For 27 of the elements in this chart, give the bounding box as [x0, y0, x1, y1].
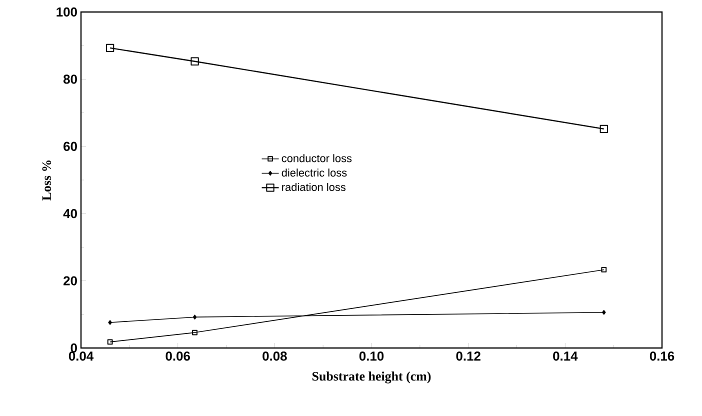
x-tick-label: 0.10 [359, 352, 384, 361]
x-tick-label: 0.12 [456, 352, 480, 361]
x-tick-label: 0.04 [68, 352, 94, 361]
point [106, 44, 114, 52]
x-tick-label: 0.06 [166, 352, 190, 361]
y-axis-title: Loss % [42, 160, 52, 200]
point [108, 320, 112, 325]
y-tick-label: 60 [64, 142, 77, 151]
x-tick-label: 0.16 [650, 352, 674, 361]
x-axis-title: Substrate height (cm) [312, 372, 431, 384]
point [192, 330, 198, 336]
legend-label: radiation loss [282, 182, 346, 192]
legend-label: dielectric loss [282, 168, 347, 177]
point [601, 267, 607, 272]
y-tick-label: 40 [63, 209, 77, 218]
y-tick-label: 80 [63, 74, 77, 84]
y-tick-label: 100 [56, 7, 77, 17]
point [107, 339, 113, 345]
point [600, 124, 608, 134]
point [602, 310, 606, 315]
point [190, 57, 199, 66]
x-tick-label: 0.08 [262, 352, 287, 361]
y-tick-label: 20 [64, 276, 77, 286]
y-tick-label: 0 [70, 343, 77, 353]
point [192, 314, 197, 320]
x-tick-label: 0.14 [553, 352, 578, 361]
legend-label: conductor loss [282, 154, 352, 162]
